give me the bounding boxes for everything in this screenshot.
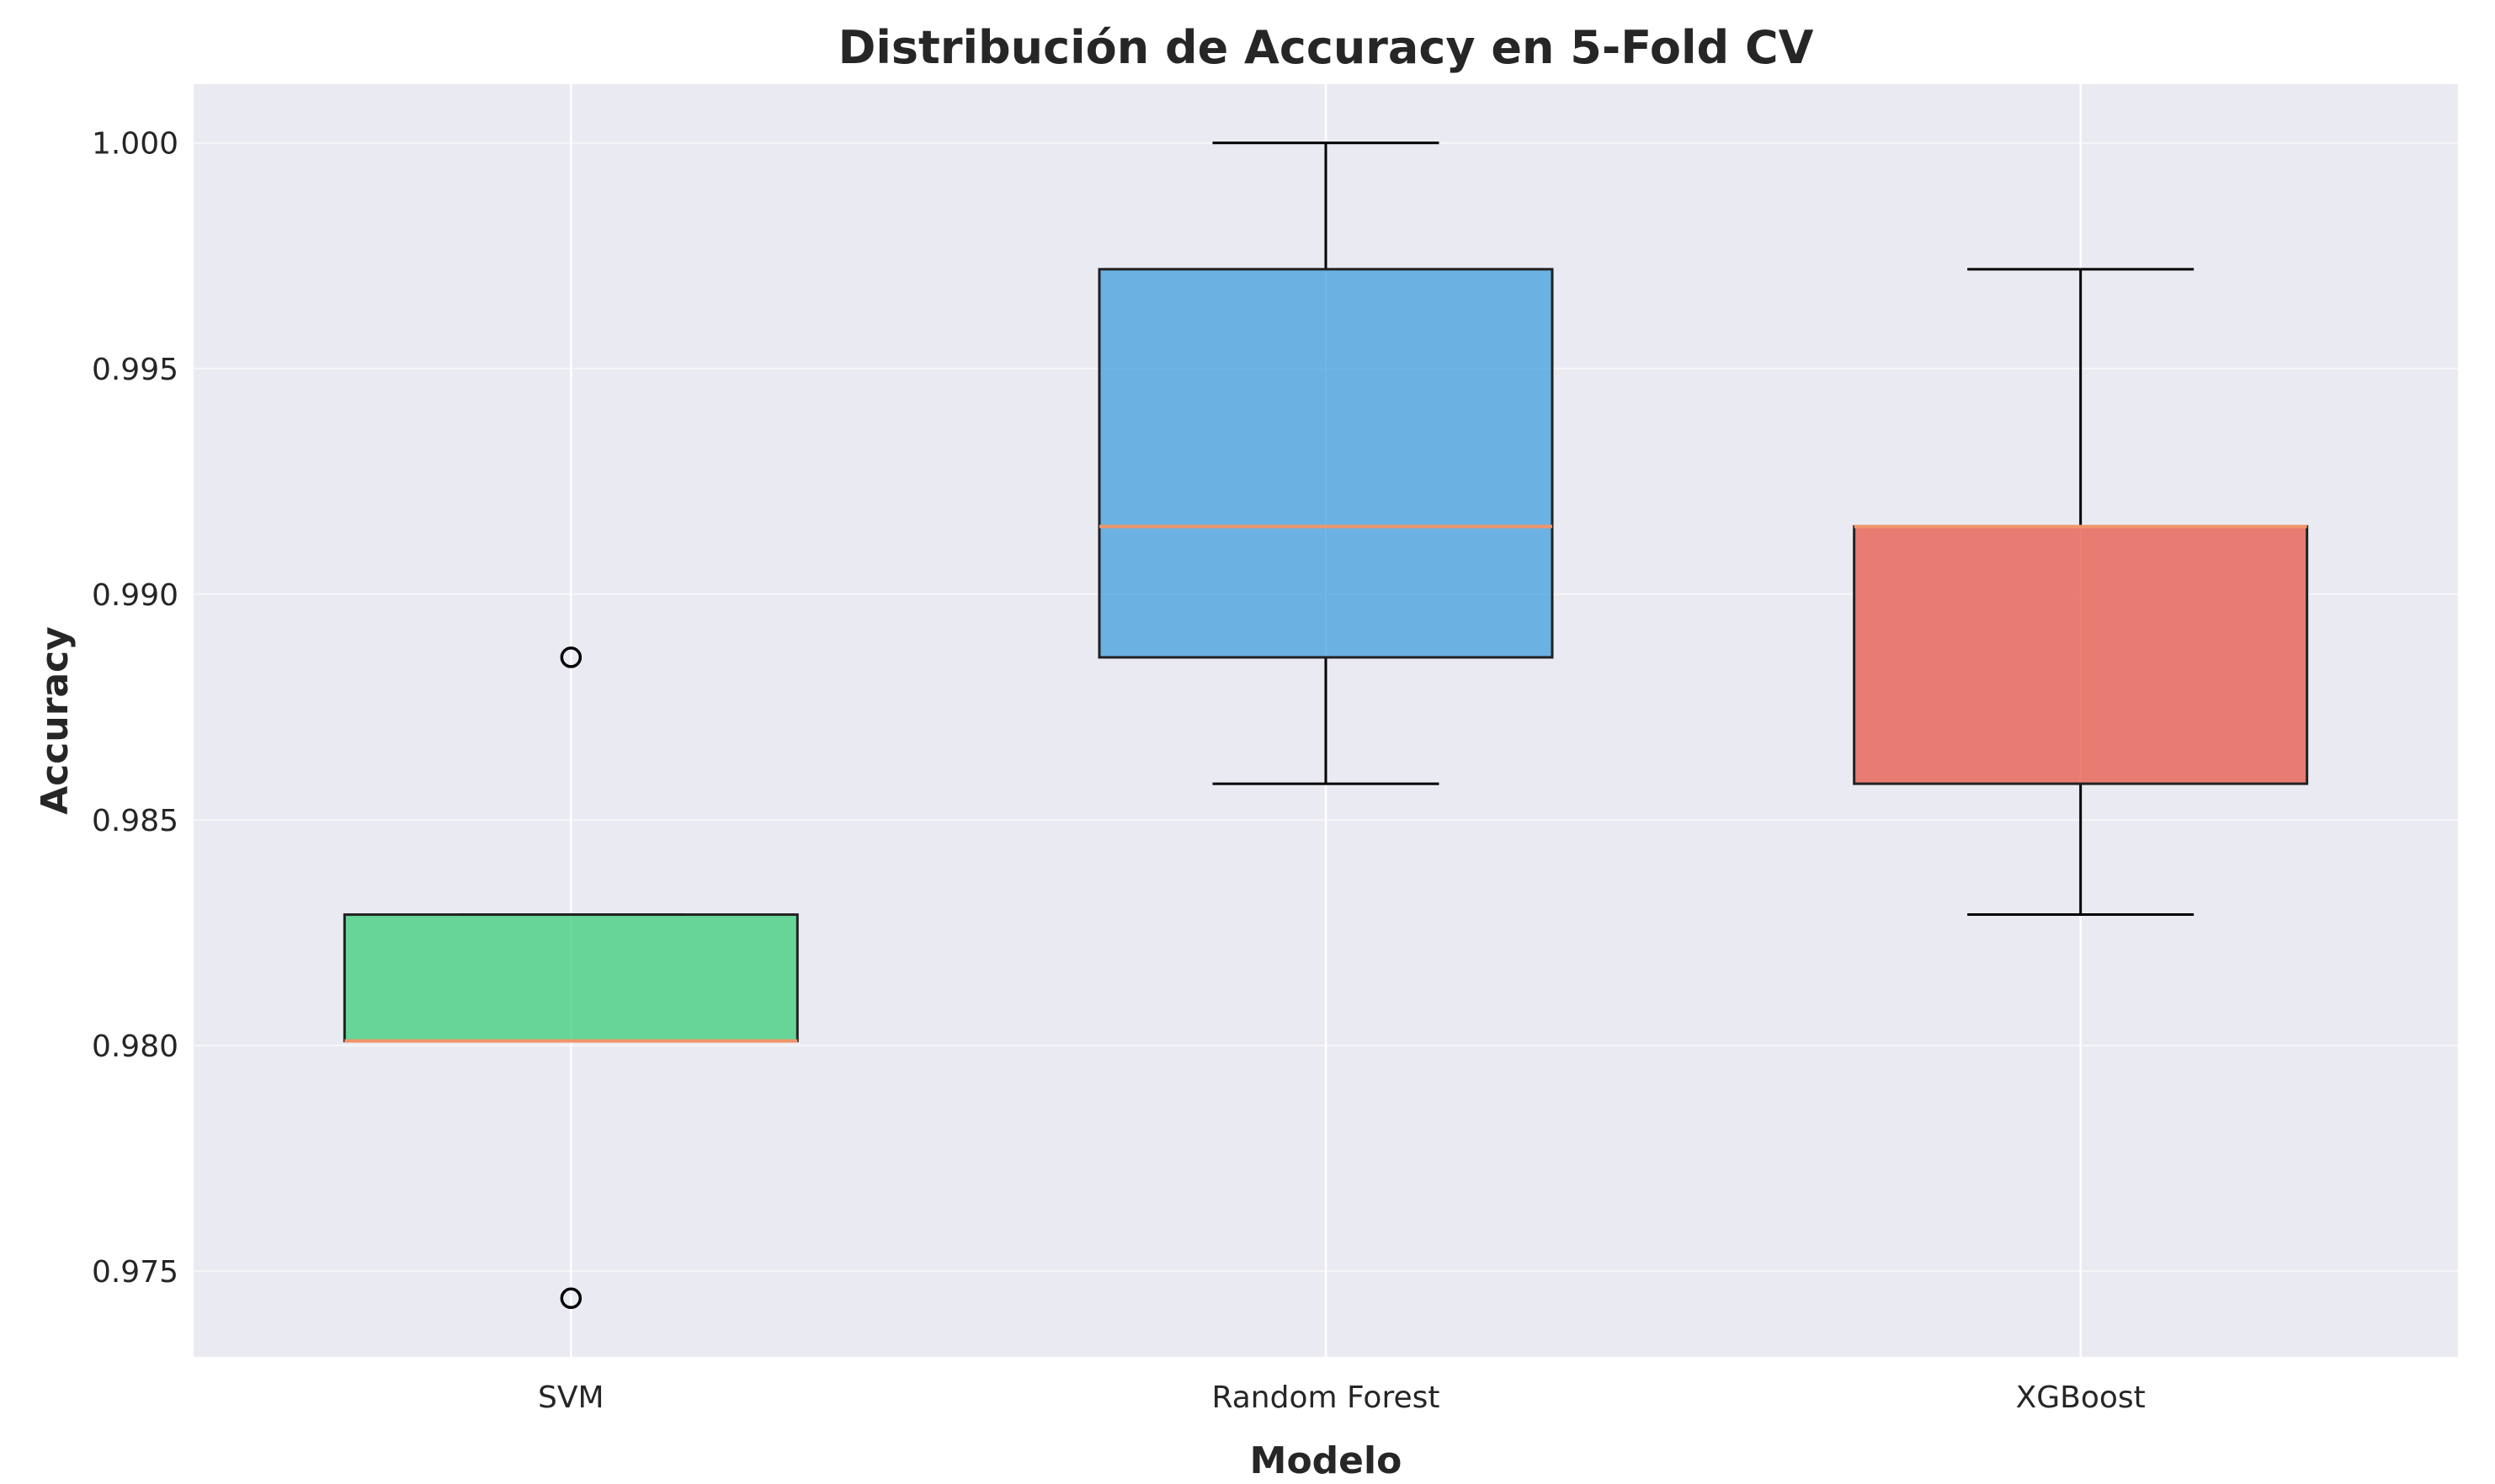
- box-group: [1853, 268, 2309, 917]
- y-tick-label: 0.990: [92, 578, 178, 613]
- x-tick-label: Random Forest: [1212, 1380, 1440, 1415]
- y-tick-label: 0.985: [92, 804, 178, 838]
- chart-title: Distribución de Accuracy en 5-Fold CV: [838, 21, 1814, 74]
- y-axis-label: Accuracy: [34, 626, 77, 815]
- x-tick-label: SVM: [538, 1380, 604, 1415]
- y-tick-label: 0.995: [92, 353, 178, 387]
- x-tick-label: XGBoost: [2016, 1380, 2146, 1415]
- outlier-point: [560, 1287, 583, 1310]
- y-tick-label: 0.975: [92, 1255, 178, 1290]
- box-group: [1098, 141, 1554, 785]
- box-group: [343, 646, 799, 1310]
- boxes: [343, 141, 2309, 1310]
- y-tick-label: 1.000: [92, 127, 178, 162]
- box: [1098, 268, 1554, 659]
- box: [343, 913, 799, 1043]
- ticks: 0.975 0.980 0.985 0.990 0.995 1.000 SVM Random …: [92, 127, 2146, 1415]
- outlier-point: [560, 646, 583, 668]
- box: [1853, 524, 2309, 785]
- y-tick-label: 0.980: [92, 1029, 178, 1064]
- x-axis-label: Modelo: [1250, 1439, 1402, 1482]
